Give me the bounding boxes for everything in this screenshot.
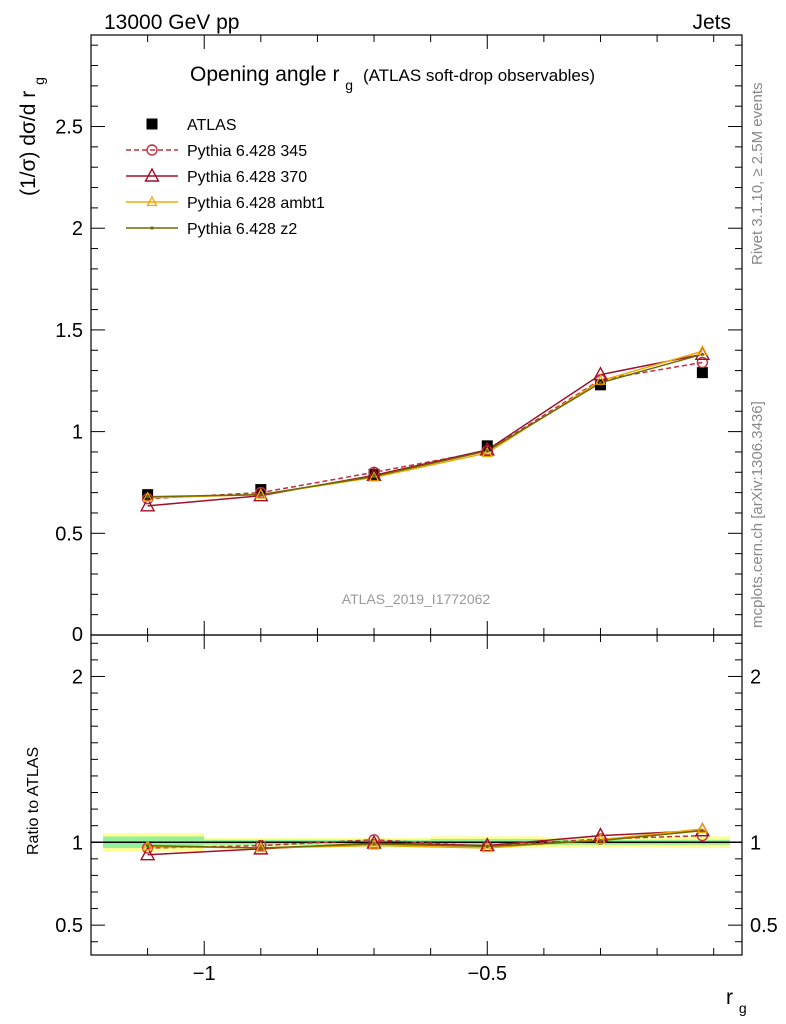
ratio-y-tick-label: 0.5 [55,915,83,937]
chart-title: Opening angle r g (ATLAS soft-drop obser… [190,63,595,95]
legend-label-3: Pythia 6.428 ambt1 [187,195,325,212]
y-tick-label: 1.5 [55,320,83,342]
ratio-point-3 [700,829,704,833]
ratio-point-3 [485,844,489,848]
legend-label-0: ATLAS [187,117,237,134]
ratio-y-tick-label: 2 [72,666,83,688]
ratio-point-0 [141,842,154,854]
legend-label-4: Pythia 6.428 z2 [187,221,297,238]
ratio-point-1 [479,837,495,852]
ratio-y-tick-label: 1 [72,832,83,854]
ratio-point-3 [598,838,603,843]
series-point-0 [696,367,708,379]
ratio-point-2 [142,840,154,851]
y-axis-label: (1/σ) dσ/d r g [17,77,47,196]
ratio-line-0 [147,834,703,849]
main-axis-ticks: 0.5 1 1.5 2 2.5 0 [55,35,742,646]
ratio-point-1 [139,846,156,861]
series-point-2 [139,497,156,512]
ratio-line-1 [147,829,703,856]
series-line-4 [147,353,703,498]
y-axis-label-sub: g [31,77,47,85]
svg-text:(1/σ) dσ/d r g: (1/σ) dσ/d r g [17,77,47,196]
y-tick-label-zero: 0 [72,624,83,646]
legend-marker-1 [146,144,158,156]
y-tick-label: 2 [72,218,83,240]
ratio-y-tick-label-right: 0.5 [750,915,778,937]
series-point-3 [368,470,380,482]
series-point-4 [372,474,376,478]
legend-label-1: Pythia 6.428 345 [187,143,307,160]
series-point-3 [255,488,267,499]
series-point-0 [368,468,380,480]
series-line-2 [147,353,703,507]
rivet-label: Rivet 3.1.10, ≥ 2.5M events [749,83,766,266]
ratio-point-2 [255,841,267,853]
ratio-point-1 [366,834,382,849]
series-line-1 [147,361,703,500]
main-panel: 0.5 1 1.5 2 2.5 0 Opening angle r g (ATLAS so… [17,34,743,646]
x-tick-label: −1 [193,963,216,985]
main-series-marks [139,344,711,512]
ratio-panel: 0.5 0.5 1 1 2 2 −1 −0.5 Ratio to ATLAS [25,634,778,985]
y-tick-label: 1 [72,422,83,444]
series-point-4 [700,352,704,356]
ratio-y-tick-label-right: 1 [750,832,761,854]
y-tick-label: 0.5 [55,523,83,545]
ratio-y-axis-label: Ratio to ATLAS [25,747,42,855]
ratio-line-3 [147,829,703,849]
legend-marker-3 [146,195,158,207]
series-point-3 [481,446,493,458]
series-point-3 [142,491,154,502]
x-axis-label-sub: g [739,1000,747,1016]
header-right: Jets [692,11,731,34]
series-point-2 [479,441,495,456]
ratio-series-lines [147,828,703,856]
series-point-0 [142,489,154,501]
x-axis-label-main: r [726,986,733,1009]
ratio-point-3 [259,846,263,850]
x-tick-label: −0.5 [468,963,507,985]
chart-title-main: Opening angle r [190,63,339,86]
legend: ATLAS Pythia 6.428 345 Pythia 6.428 370 Pyt… [126,117,325,238]
main-series-lines [147,350,703,507]
ratio-series-marks [139,822,711,861]
mcplots-label: mcplots.cern.ch [arXiv:1306.3436] [749,401,766,628]
y-tick-label: 2.5 [55,117,83,139]
ratio-point-2 [594,833,607,844]
legend-marker-4 [150,226,154,230]
chart-title-suffix: (ATLAS soft-drop observables) [363,66,595,85]
ratio-point-2 [696,822,708,834]
ratio-point-3 [146,843,150,848]
ratio-axis-ticks: 0.5 0.5 1 1 2 2 −1 −0.5 [55,635,778,985]
ratio-frame [90,634,743,956]
series-point-1 [696,356,709,369]
ratio-y-tick-label-right: 2 [750,666,761,688]
header-left: 13000 GeV pp [104,11,239,34]
series-point-4 [598,381,603,385]
series-line-3 [147,350,703,499]
series-point-2 [592,366,609,381]
ratio-point-2 [368,839,380,850]
analysis-watermark: ATLAS_2019_I1772062 [342,591,491,607]
chart-title-sub: g [345,77,353,93]
ratio-point-3 [372,842,376,846]
series-point-4 [485,449,489,453]
legend-marker-2 [144,167,160,182]
x-axis-label: r g [726,986,747,1016]
series-point-4 [146,495,150,499]
legend-label-2: Pythia 6.428 370 [187,169,307,186]
ratio-point-2 [481,841,493,853]
legend-marker-0 [146,118,158,130]
y-axis-label-main: (1/σ) dσ/d r [17,91,40,196]
series-point-4 [259,493,263,497]
